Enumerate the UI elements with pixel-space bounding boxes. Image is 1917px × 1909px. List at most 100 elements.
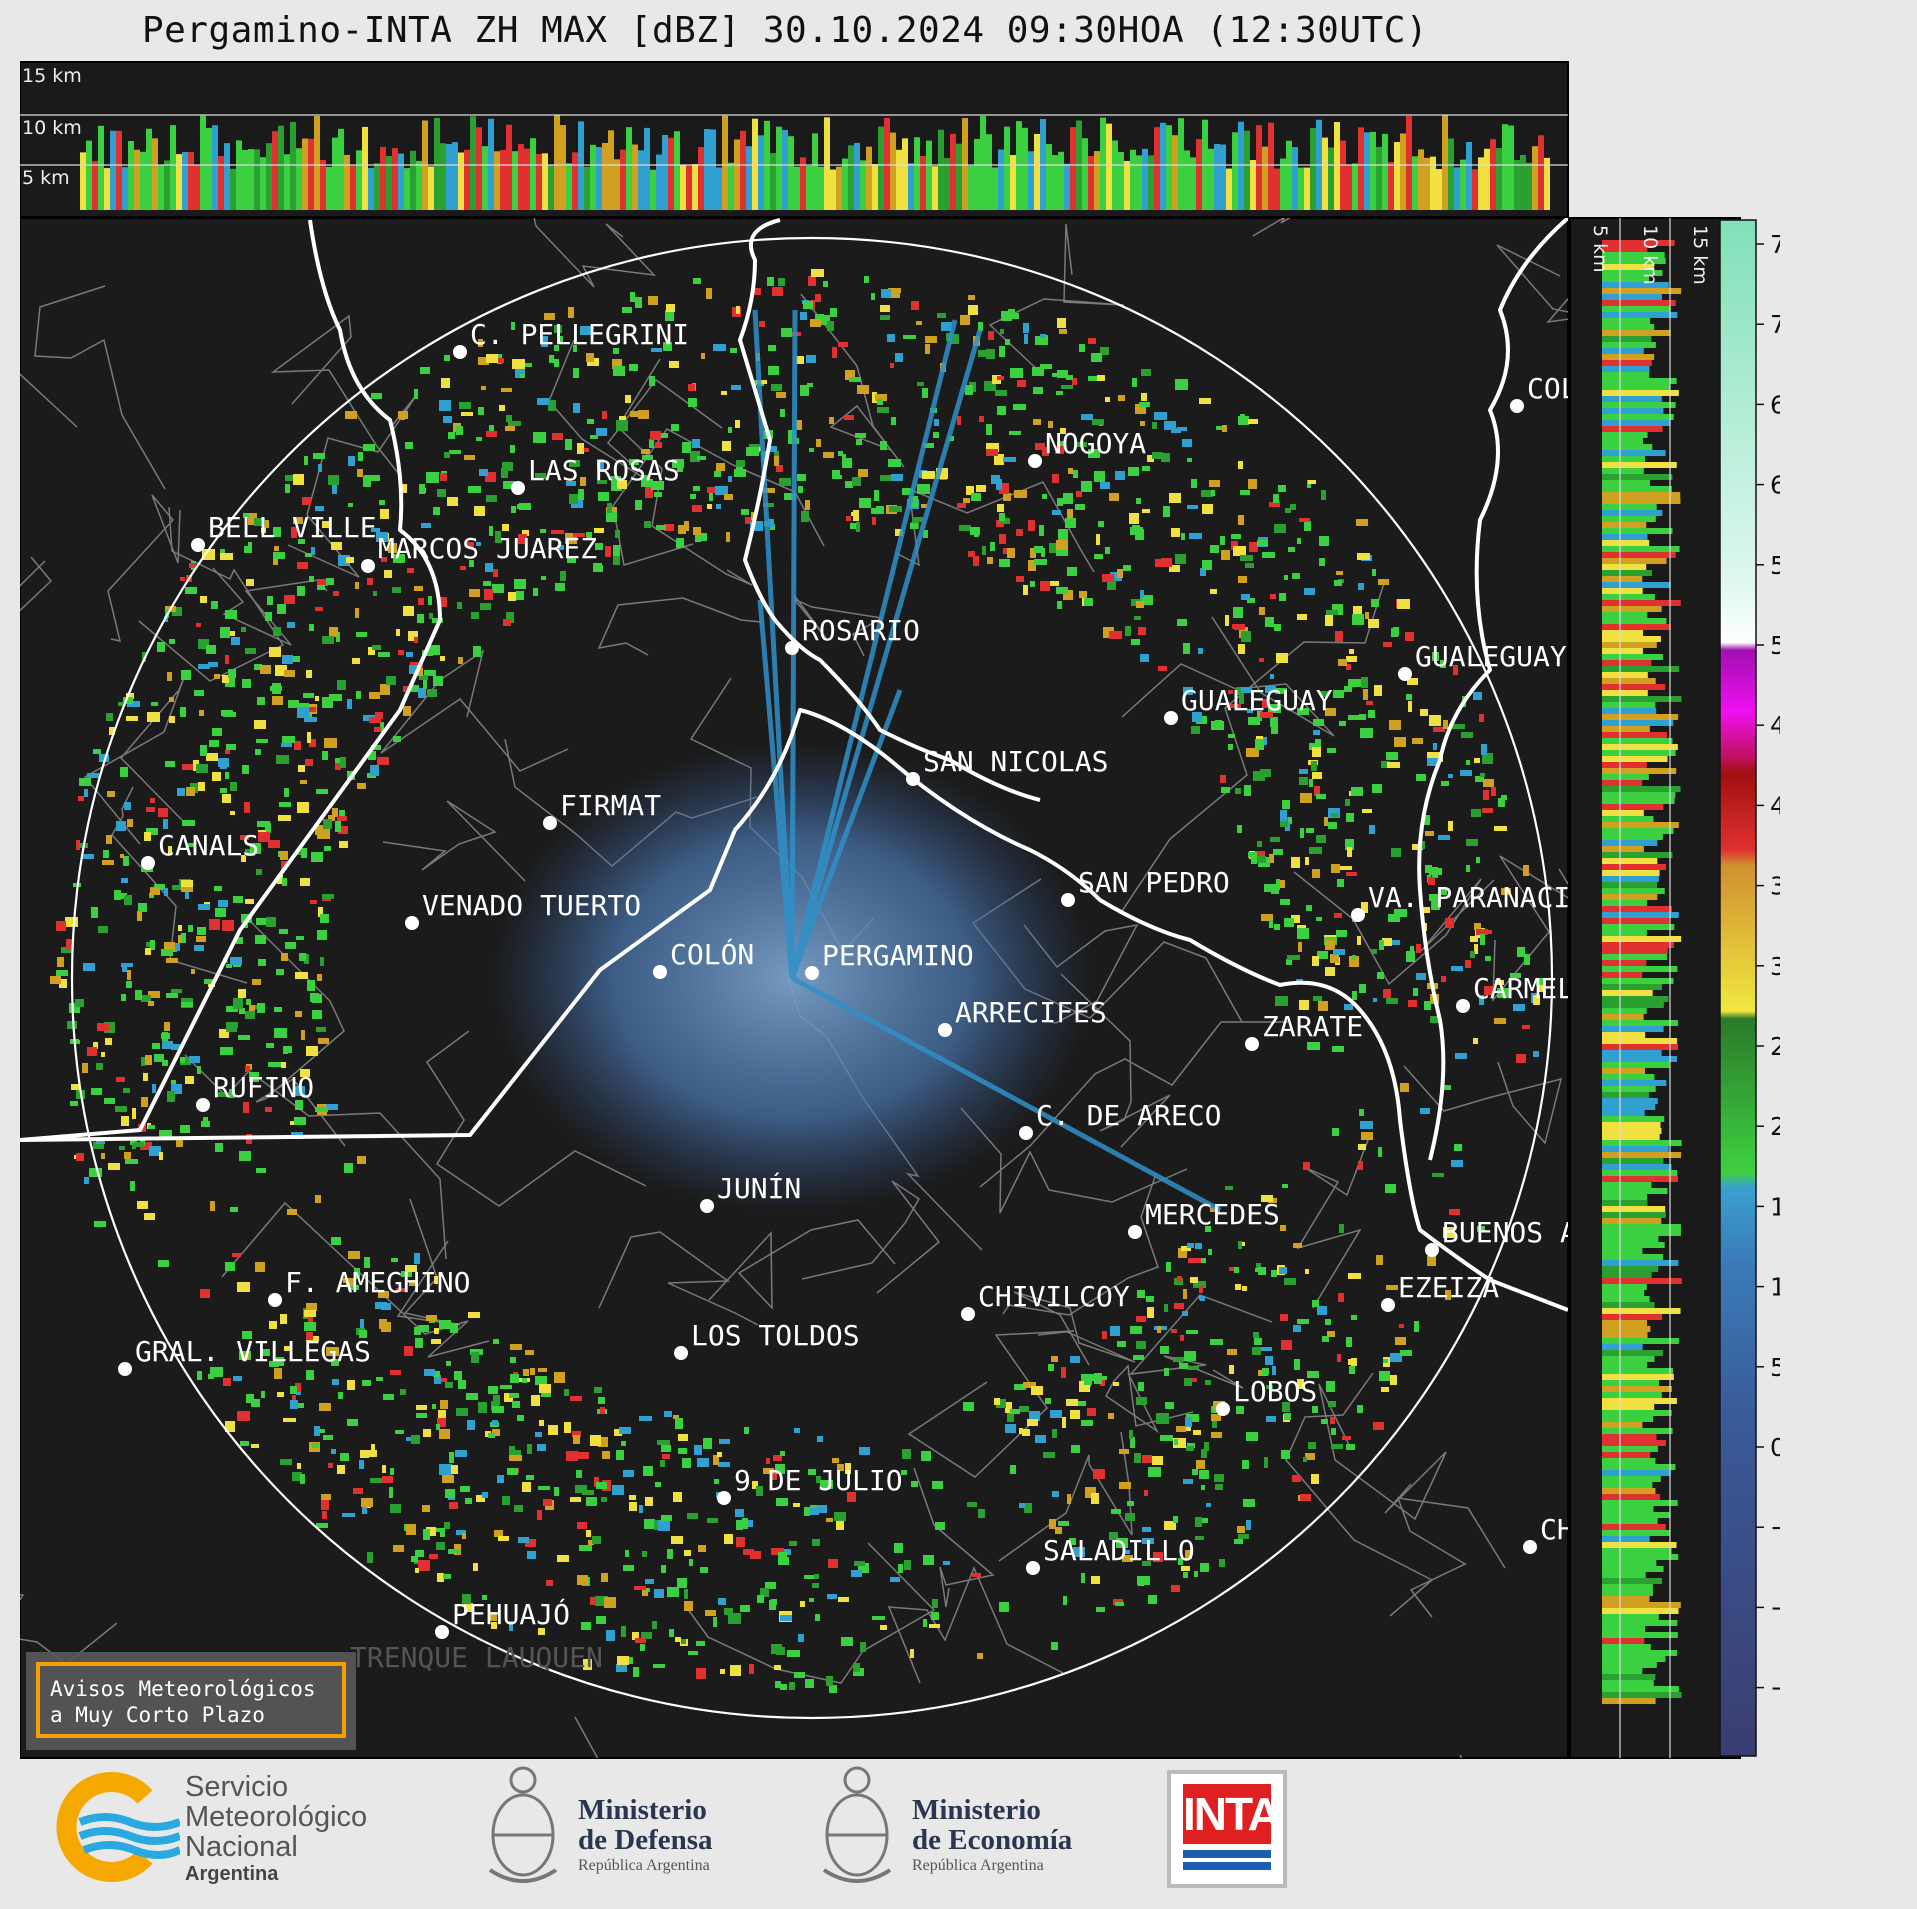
echo-cell xyxy=(590,1597,596,1605)
profile-column xyxy=(848,145,854,210)
profile-row xyxy=(1602,456,1646,462)
profile-column xyxy=(1070,127,1076,210)
echo-cell xyxy=(415,1568,419,1573)
profile-column xyxy=(1232,132,1238,210)
echo-cell xyxy=(1297,614,1307,620)
echo-cell xyxy=(313,453,325,459)
echo-cell xyxy=(775,1681,781,1688)
echo-cell xyxy=(894,1543,903,1553)
district-boundary xyxy=(979,1021,1288,1188)
echo-cell xyxy=(230,957,242,965)
colorbar-tick-label: −5 xyxy=(1770,1513,1780,1542)
profile-row xyxy=(1602,672,1648,678)
echo-cell xyxy=(736,460,745,467)
district-boundary xyxy=(396,1198,461,1326)
echo-cell xyxy=(309,624,314,631)
city-label: MERCEDES xyxy=(1145,1198,1280,1231)
profile-row xyxy=(1602,1668,1643,1674)
echo-cell xyxy=(929,1624,940,1628)
echo-cell xyxy=(340,1453,349,1461)
district-boundary xyxy=(598,1231,759,1326)
echo-cell xyxy=(374,727,381,732)
echo-cell xyxy=(390,1370,401,1375)
echo-cell xyxy=(124,895,132,905)
profile-column xyxy=(1112,140,1118,210)
echo-cell xyxy=(1322,1336,1329,1342)
profile-row xyxy=(1602,840,1658,846)
echo-cell xyxy=(1281,1450,1290,1459)
district-boundary xyxy=(1285,1372,1434,1617)
echo-cell xyxy=(490,1612,497,1621)
echo-cell xyxy=(684,1550,691,1556)
echo-cell xyxy=(342,1513,355,1517)
echo-cell xyxy=(973,556,979,566)
echo-cell xyxy=(1461,732,1473,738)
echo-cell xyxy=(497,1475,504,1483)
echo-cell xyxy=(1236,1406,1244,1414)
echo-cell xyxy=(572,1431,581,1437)
echo-cell xyxy=(1259,607,1265,615)
profile-column xyxy=(980,116,986,210)
echo-cell xyxy=(244,802,250,813)
echo-cell xyxy=(389,1487,393,1498)
echo-cell xyxy=(752,1481,758,1489)
echo-cell xyxy=(1361,1132,1373,1140)
echo-cell xyxy=(1231,534,1241,539)
echo-cell xyxy=(106,713,113,721)
echo-cell xyxy=(1420,1108,1430,1114)
echo-cell xyxy=(447,497,458,506)
echo-cell xyxy=(1211,1432,1222,1438)
echo-cell xyxy=(1187,1243,1194,1248)
echo-cell xyxy=(274,1368,282,1379)
echo-cell xyxy=(1186,1330,1198,1334)
echo-cell xyxy=(1185,1417,1192,1427)
echo-cell xyxy=(305,759,313,766)
echo-cell xyxy=(856,439,862,445)
echo-cell xyxy=(196,623,201,627)
province-border xyxy=(20,708,1568,1312)
city-label: CANALS xyxy=(158,829,259,862)
echo-cell xyxy=(1160,1435,1173,1441)
echo-cell xyxy=(1094,554,1103,559)
echo-cell xyxy=(803,301,813,309)
echo-cell xyxy=(1194,1571,1198,1577)
echo-cell xyxy=(232,1253,241,1257)
profile-column xyxy=(158,165,164,210)
profile-row xyxy=(1602,1092,1650,1098)
echo-cell xyxy=(1498,798,1505,807)
echo-cell xyxy=(1228,744,1233,750)
echo-cell xyxy=(1257,841,1262,847)
profile-row xyxy=(1602,360,1652,366)
echo-cell xyxy=(557,1555,569,1562)
echo-cell xyxy=(1268,704,1281,713)
city-label: SAN NICOLAS xyxy=(923,745,1108,778)
profile-row xyxy=(1602,330,1671,336)
echo-cell xyxy=(852,477,861,486)
echo-cell xyxy=(682,442,691,453)
echo-cell xyxy=(1119,1449,1129,1454)
echo-cell xyxy=(311,852,323,862)
echo-cell xyxy=(1433,743,1437,750)
profile-row xyxy=(1602,1692,1682,1698)
echo-cell xyxy=(326,1347,339,1356)
echo-cell xyxy=(707,1518,718,1523)
echo-cell xyxy=(978,1509,985,1518)
echo-cell xyxy=(1257,540,1268,546)
profile-column xyxy=(608,130,614,210)
echo-cell xyxy=(483,581,491,586)
echo-cell xyxy=(965,385,973,395)
echo-cell xyxy=(996,479,1002,490)
echo-cell xyxy=(1242,1286,1247,1291)
city-marker: C. PELLEGRINI xyxy=(453,318,689,359)
echo-cell xyxy=(269,1321,277,1329)
echo-cell xyxy=(512,359,525,369)
echo-cell xyxy=(1460,770,1472,776)
echo-cell xyxy=(849,377,861,382)
profile-row xyxy=(1602,390,1679,396)
echo-cell xyxy=(697,456,706,460)
city-marker: JUNÍN xyxy=(700,1171,801,1213)
profile-column xyxy=(1094,151,1100,210)
echo-cell xyxy=(1071,1445,1080,1453)
echo-cell xyxy=(872,1616,885,1620)
echo-cell xyxy=(371,393,382,399)
